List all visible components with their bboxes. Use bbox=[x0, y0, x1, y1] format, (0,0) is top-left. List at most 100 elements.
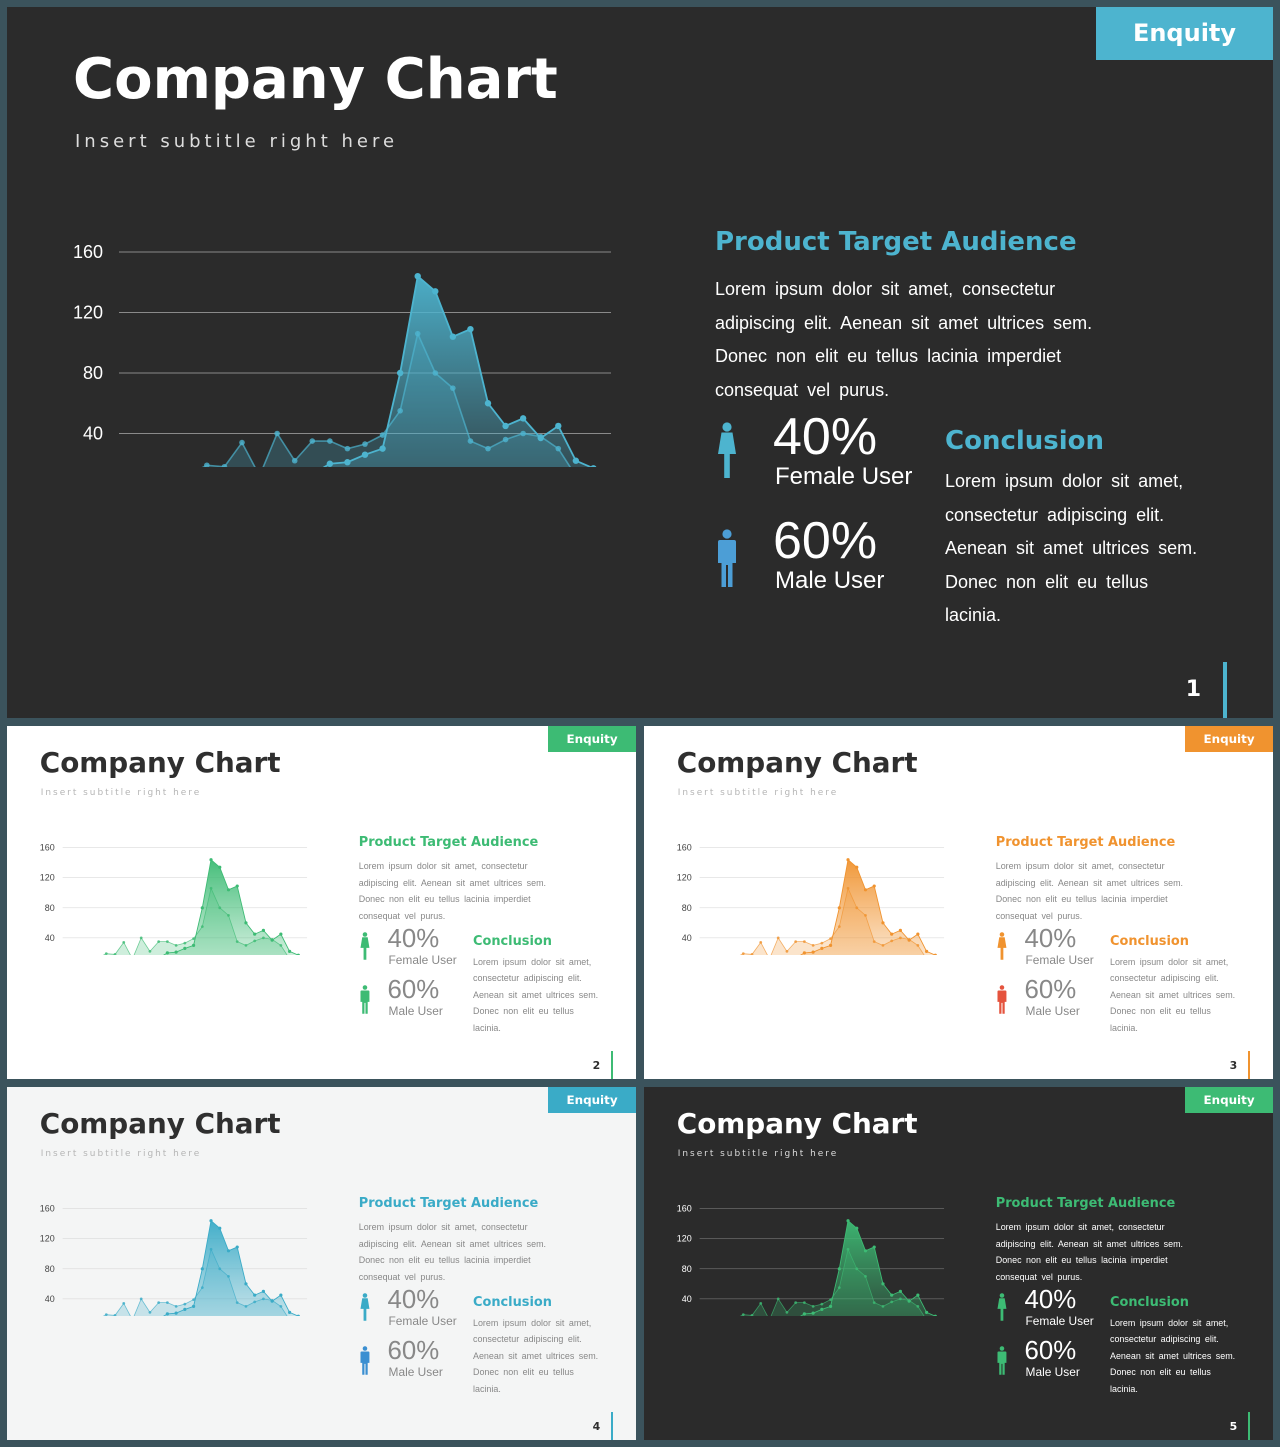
series-2-point bbox=[572, 457, 580, 464]
male-user-label: Male User bbox=[1025, 1365, 1080, 1380]
series-2-point bbox=[484, 400, 492, 407]
page-indicator-bar bbox=[1248, 1412, 1251, 1440]
series-2-point bbox=[226, 888, 231, 892]
series-1-point bbox=[139, 936, 143, 940]
series-2-point bbox=[811, 1311, 815, 1315]
conclusion-text: Lorem ipsum dolor sit amet, consectetur … bbox=[472, 1317, 599, 1395]
series-1-point bbox=[239, 439, 245, 446]
series-2-point bbox=[174, 950, 178, 954]
series-2-point bbox=[925, 1310, 929, 1314]
series-2-point bbox=[837, 906, 841, 910]
female-percentage: 40% bbox=[773, 408, 878, 466]
conclusion-text: Lorem ipsum dolor sit amet, consectetur … bbox=[945, 471, 1198, 625]
male-user-icon bbox=[360, 985, 370, 1015]
series-1-point bbox=[244, 1304, 248, 1308]
series-1-point bbox=[846, 886, 850, 890]
slide: Enquity Company Chart Insert subtitle righ… bbox=[644, 726, 1273, 1079]
series-1-point bbox=[741, 1313, 745, 1316]
series-1-point bbox=[881, 943, 885, 947]
series-1-point bbox=[327, 438, 333, 444]
slide-number: 2 bbox=[592, 1058, 601, 1072]
female-percentage: 40% bbox=[1024, 1285, 1077, 1314]
slide: Enquity Company Chart Insert subtitle righ… bbox=[7, 1087, 636, 1440]
series-1-point bbox=[209, 1247, 213, 1251]
male-user-label: Male User bbox=[388, 1365, 443, 1380]
y-tick-label: 40 bbox=[45, 1294, 55, 1304]
series-1-point bbox=[829, 1298, 832, 1302]
series-2-point bbox=[235, 1245, 239, 1249]
female-user-label: Female User bbox=[388, 1313, 457, 1328]
series-2-point bbox=[244, 1282, 248, 1286]
series-2-point bbox=[828, 943, 833, 947]
series-2-point bbox=[872, 884, 876, 888]
series-1-point bbox=[204, 462, 210, 467]
series-1-point bbox=[122, 940, 126, 944]
area-chart: 040801201602014-09-212014-09-282014-10-0… bbox=[73, 242, 611, 467]
series-1-point bbox=[750, 1314, 754, 1316]
series-1-point bbox=[837, 1286, 841, 1289]
slide: Enquity Company Chart Insert subtitle righ… bbox=[7, 7, 1273, 718]
series-1-point bbox=[776, 936, 780, 940]
page-indicator-bar bbox=[611, 1051, 614, 1079]
series-2-point bbox=[253, 932, 257, 936]
series-2-point bbox=[261, 928, 265, 932]
series-1-point bbox=[785, 1311, 789, 1314]
enquity-badge: Enquity bbox=[1096, 7, 1273, 60]
series-2-point bbox=[519, 415, 527, 422]
series-1-point bbox=[899, 936, 902, 940]
conclusion-text: Lorem ipsum dolor sit amet, consectetur … bbox=[472, 956, 599, 1034]
enquity-badge: Enquity bbox=[548, 726, 636, 753]
audience-heading: Product Target Audience bbox=[995, 1196, 1176, 1212]
enquity-badge: Enquity bbox=[1185, 726, 1273, 753]
series-2-point bbox=[235, 884, 239, 888]
series-1-point bbox=[262, 936, 265, 940]
series-1-point bbox=[104, 1313, 108, 1316]
y-tick-label: 80 bbox=[682, 1264, 692, 1274]
y-tick-label: 40 bbox=[682, 1294, 692, 1304]
series-1-point bbox=[811, 943, 815, 947]
series-2-point bbox=[890, 1293, 894, 1297]
female-percentage: 40% bbox=[1024, 924, 1077, 953]
enquity-badge: Enquity bbox=[548, 1087, 636, 1114]
female-user-label: Female User bbox=[775, 463, 913, 490]
series-1-point bbox=[890, 1300, 894, 1304]
series-2-point bbox=[261, 1289, 265, 1293]
series-2-point bbox=[916, 1293, 920, 1297]
series-1-point bbox=[864, 1274, 867, 1278]
series-1-point bbox=[485, 445, 491, 452]
female-percentage: 40% bbox=[387, 1285, 440, 1314]
page-indicator-bar bbox=[1223, 662, 1227, 718]
series-1-point bbox=[113, 1314, 117, 1316]
y-tick-label: 120 bbox=[677, 873, 692, 883]
area-chart: 040801201602014-09-212014-09-282014-10-0… bbox=[40, 843, 308, 955]
y-tick-label: 40 bbox=[83, 424, 103, 444]
series-2-point bbox=[925, 949, 929, 953]
series-1-point bbox=[759, 940, 763, 944]
female-user-icon bbox=[360, 932, 370, 960]
audience-heading: Product Target Audience bbox=[358, 1196, 539, 1212]
series-2-point bbox=[253, 1293, 257, 1297]
audience-text: Lorem ipsum dolor sit amet, consectetur … bbox=[715, 279, 1093, 400]
series-1-point bbox=[174, 943, 178, 947]
series-1-point bbox=[157, 1301, 161, 1305]
series-1-point bbox=[309, 438, 316, 444]
series-2-point bbox=[502, 422, 509, 430]
series-2-point bbox=[200, 1267, 204, 1271]
slide: Enquity Company Chart Insert subtitle righ… bbox=[7, 726, 636, 1079]
series-2-point bbox=[820, 1307, 824, 1311]
series-1-point bbox=[165, 1301, 169, 1305]
series-1-area bbox=[741, 1249, 924, 1316]
page-subtitle: Insert subtitle right here bbox=[75, 131, 399, 152]
series-1-point bbox=[235, 1301, 239, 1305]
y-tick-label: 160 bbox=[677, 1204, 692, 1214]
male-percentage: 60% bbox=[387, 976, 440, 1005]
series-1-point bbox=[794, 940, 798, 944]
series-1-point bbox=[379, 432, 386, 438]
series-1-point bbox=[820, 1302, 824, 1306]
series-2-point bbox=[537, 434, 544, 442]
conclusion-text: Lorem ipsum dolor sit amet, consectetur … bbox=[1109, 956, 1236, 1034]
y-tick-label: 120 bbox=[73, 303, 103, 323]
series-1-point bbox=[209, 886, 213, 890]
series-2-point bbox=[933, 953, 937, 955]
series-2-point bbox=[828, 1304, 833, 1308]
